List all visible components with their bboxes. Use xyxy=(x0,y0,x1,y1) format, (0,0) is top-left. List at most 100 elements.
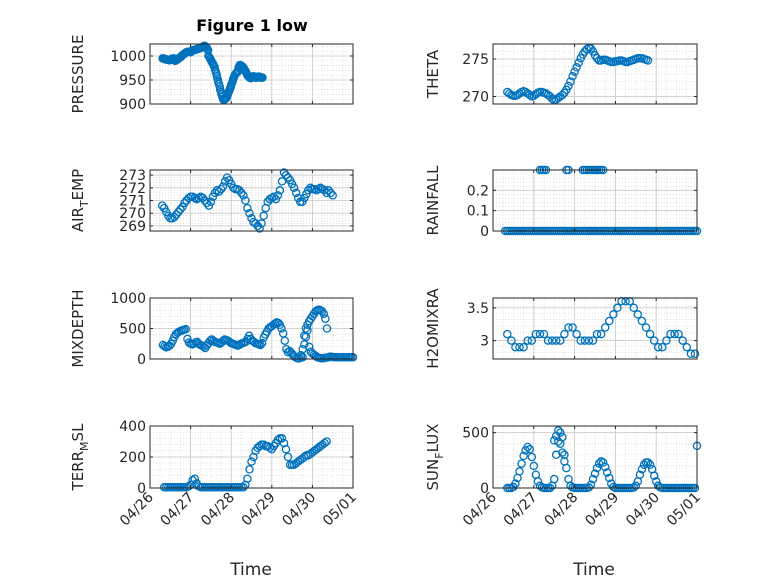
y-tick-label: 200 xyxy=(119,450,146,466)
data-point xyxy=(503,329,512,339)
data-point xyxy=(631,481,641,491)
y-axis-label: TERRMSL xyxy=(69,423,91,492)
data-point xyxy=(517,459,526,468)
y-tick-label: 950 xyxy=(119,73,146,89)
y-tick-label: 0 xyxy=(137,352,146,368)
figure-title: Figure 1 low xyxy=(196,16,308,35)
data-point xyxy=(214,187,224,196)
data-point xyxy=(560,329,569,339)
data-point xyxy=(554,426,563,435)
data-point xyxy=(239,482,248,492)
data-point xyxy=(235,186,244,195)
data-point xyxy=(596,329,606,339)
data-point xyxy=(643,56,653,65)
data-point xyxy=(549,474,559,484)
data-point xyxy=(275,186,285,195)
data-point xyxy=(539,329,549,339)
data-point xyxy=(600,462,610,472)
data-point xyxy=(523,442,532,452)
data-point xyxy=(322,437,331,446)
data-point xyxy=(525,445,534,454)
data-point xyxy=(247,457,256,466)
subplot-2: 270 275 THETA xyxy=(424,43,698,106)
data-point xyxy=(281,170,291,180)
data-point xyxy=(251,219,260,228)
y-tick-label: 271 xyxy=(119,194,146,210)
data-point xyxy=(543,336,553,345)
data-point xyxy=(551,336,561,345)
data-point xyxy=(328,191,337,200)
data-point xyxy=(690,349,700,359)
y-label-subscript: M xyxy=(78,441,91,451)
data-point xyxy=(258,73,267,82)
data-point xyxy=(222,173,232,182)
axes-box xyxy=(492,43,698,105)
data-point xyxy=(210,188,220,198)
data-point xyxy=(588,474,598,484)
data-point xyxy=(283,173,293,182)
y-tick-label: 3 xyxy=(480,334,489,350)
data-point xyxy=(598,458,608,467)
data-point xyxy=(613,303,622,313)
data-point xyxy=(645,460,655,470)
data-point xyxy=(633,310,643,319)
data-point xyxy=(176,205,185,214)
data-point xyxy=(674,329,683,339)
data-point xyxy=(190,474,199,483)
data-point xyxy=(184,193,193,203)
y-tick-label: 3.5 xyxy=(467,301,489,317)
data-point xyxy=(527,336,537,345)
data-point xyxy=(529,461,539,471)
data-point xyxy=(283,452,293,462)
data-point xyxy=(635,470,645,479)
data-point xyxy=(568,72,577,81)
x-tick-label: 04/28 xyxy=(542,490,582,530)
data-point xyxy=(637,464,647,474)
y-tick-label: 0 xyxy=(480,224,489,240)
data-point xyxy=(291,188,301,198)
data-point xyxy=(686,349,696,359)
data-point xyxy=(280,336,290,345)
data-point xyxy=(547,336,557,345)
data-point xyxy=(304,342,314,352)
data-point xyxy=(511,342,520,352)
data-point xyxy=(180,198,189,208)
y-label-subscript: F xyxy=(433,452,446,458)
data-point xyxy=(637,316,647,326)
data-point xyxy=(535,329,545,339)
data-point xyxy=(281,445,291,454)
data-point xyxy=(584,336,594,345)
data-point xyxy=(277,177,287,186)
data-point xyxy=(590,469,600,478)
y-axis-label: THETA xyxy=(424,49,442,99)
data-point xyxy=(322,324,332,333)
data-point xyxy=(172,210,181,219)
y-tick-label: 1000 xyxy=(110,291,146,307)
y-label-part: TERR xyxy=(69,451,87,492)
data-point xyxy=(560,457,569,466)
x-tick-label: 04/28 xyxy=(198,490,238,530)
data-point xyxy=(170,212,179,222)
x-axis-label-left: Time xyxy=(229,560,272,580)
data-point xyxy=(629,303,639,313)
data-point xyxy=(572,329,581,339)
y-axis-label: SUNFLUX xyxy=(424,424,446,491)
data-point xyxy=(580,336,590,345)
y-label-part: AIR xyxy=(69,207,87,232)
data-point xyxy=(568,323,577,332)
data-point xyxy=(641,323,651,332)
data-point xyxy=(265,443,275,452)
axes-box xyxy=(492,169,698,232)
y-tick-label: 0 xyxy=(480,481,489,497)
data-point xyxy=(670,329,679,339)
y-tick-label: 0.1 xyxy=(467,204,489,220)
data-point xyxy=(605,316,614,326)
data-point xyxy=(649,336,659,345)
data-point xyxy=(218,182,228,191)
data-point xyxy=(566,77,575,86)
data-point xyxy=(289,183,299,193)
data-point xyxy=(572,63,581,72)
data-point xyxy=(255,441,264,451)
